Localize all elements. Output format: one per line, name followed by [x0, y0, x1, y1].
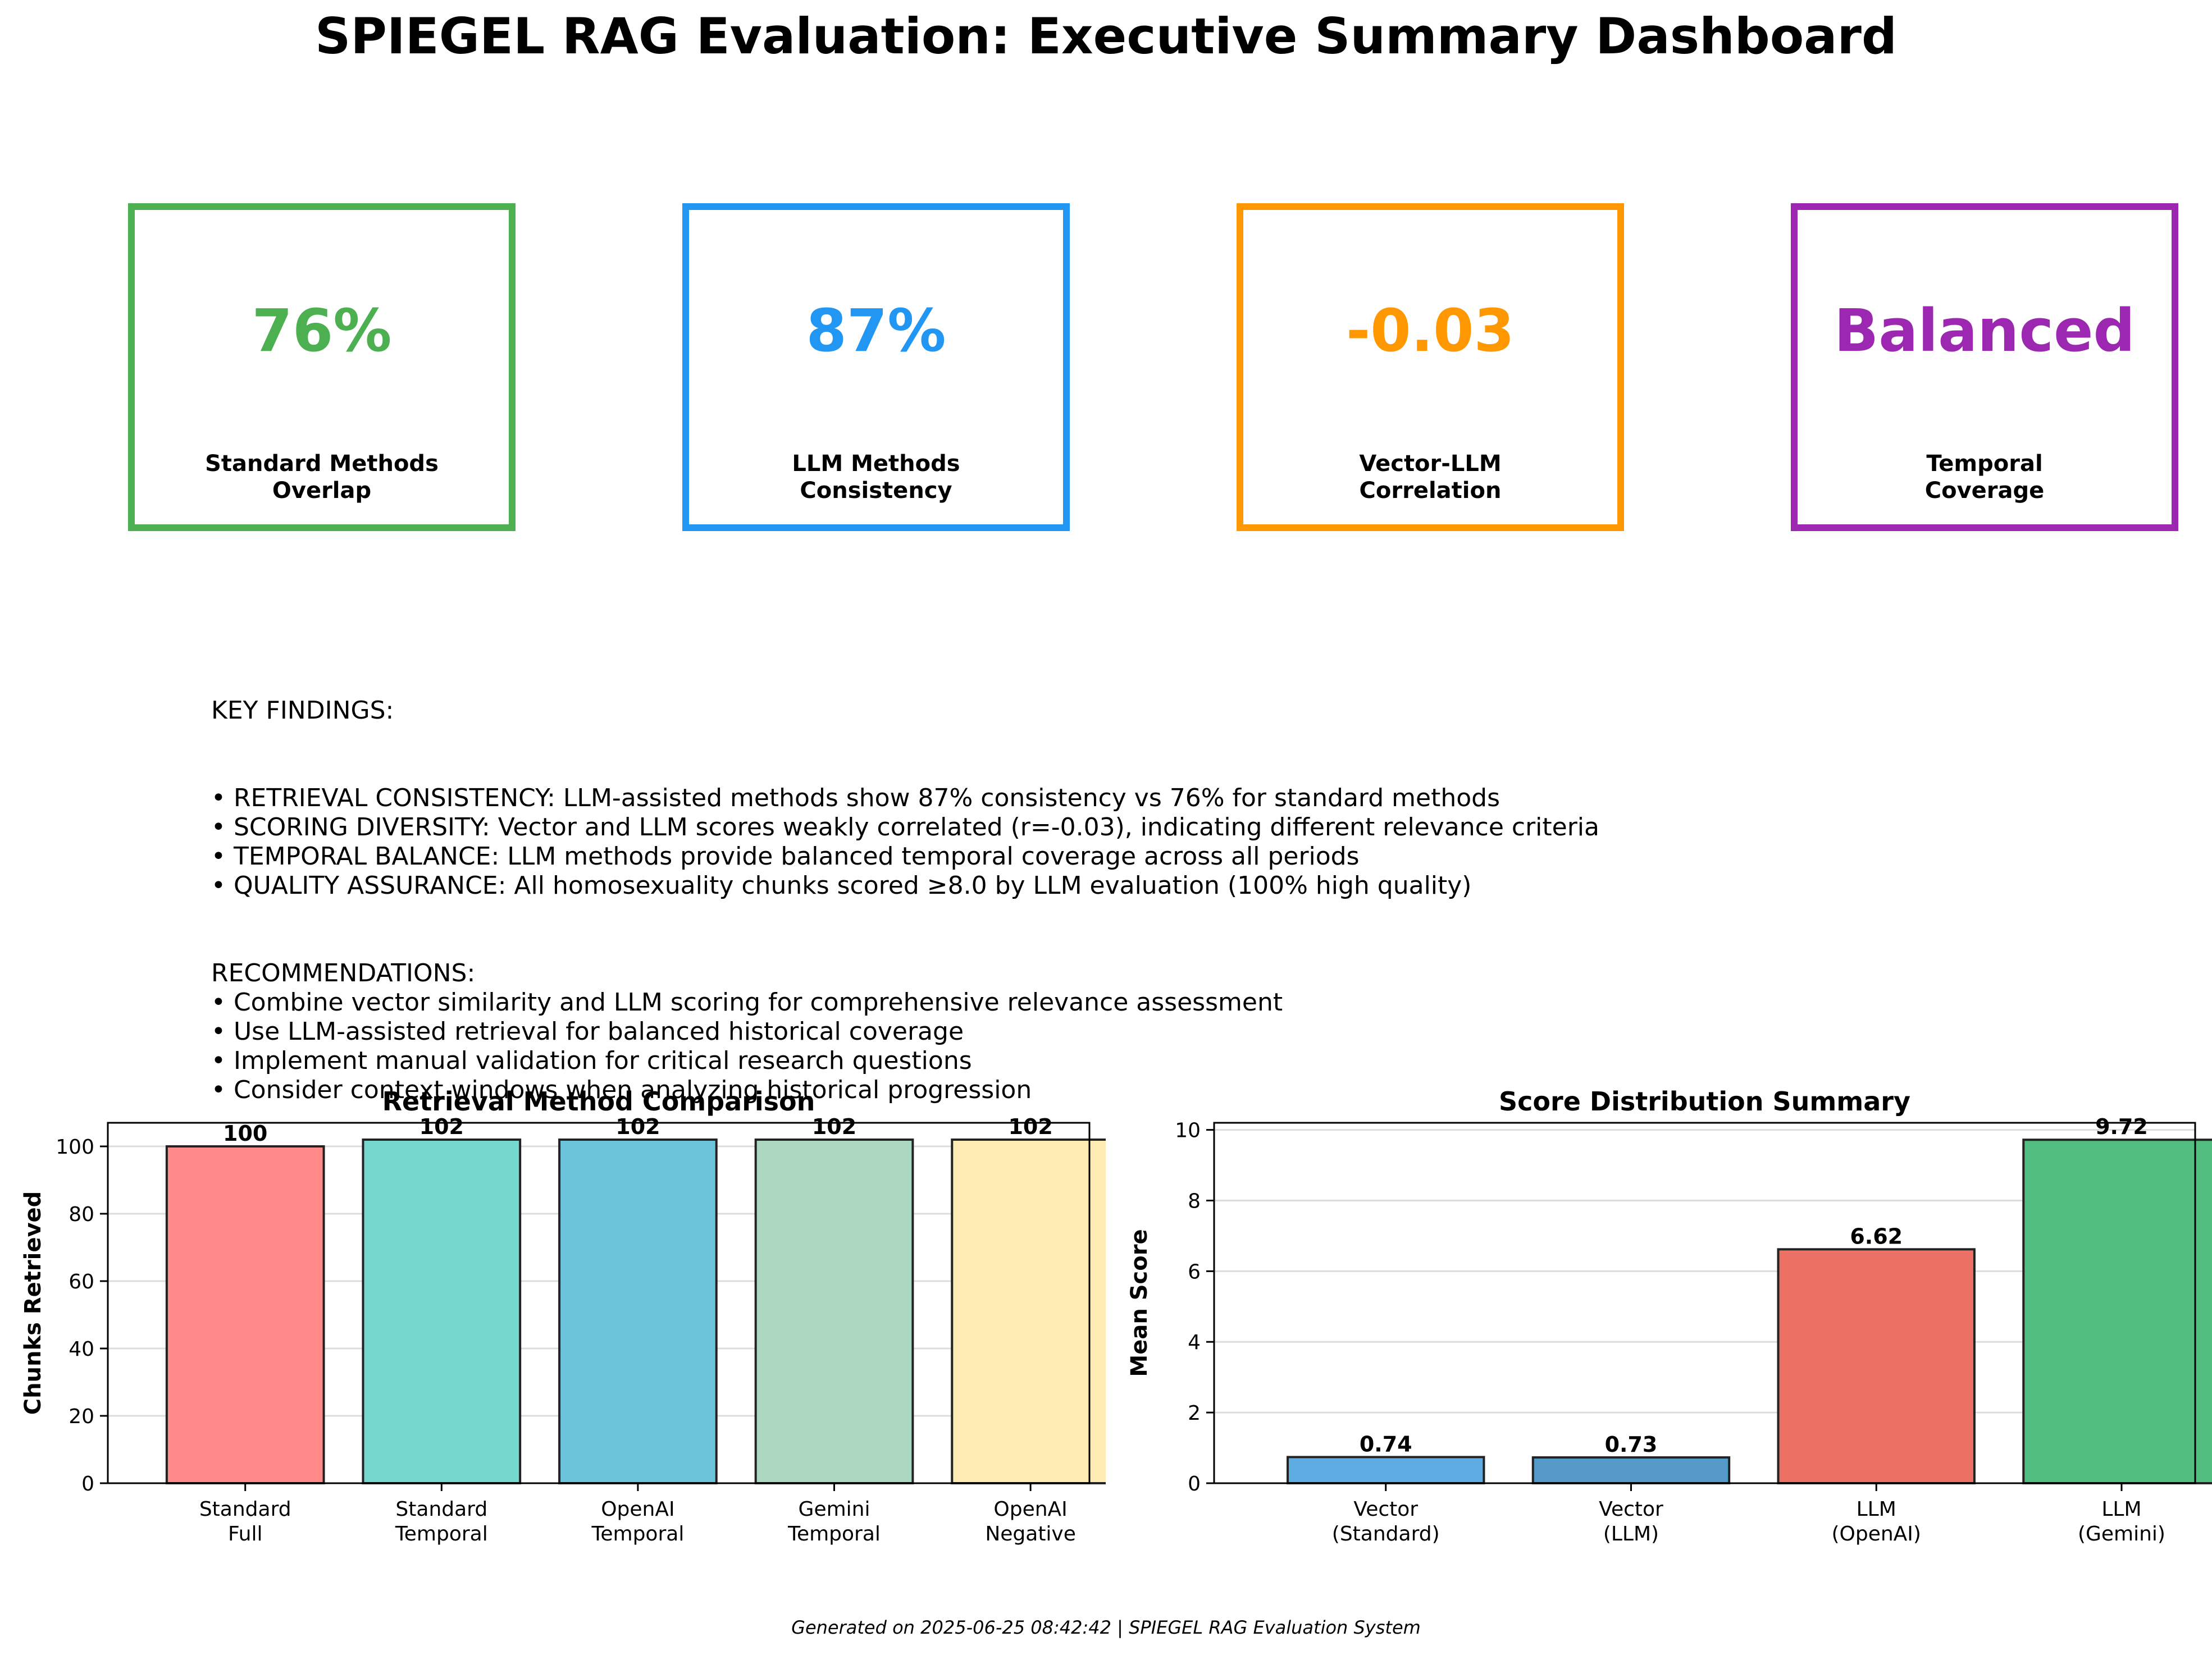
bar	[558, 1139, 718, 1484]
x-tick-label-line: (Gemini)	[2078, 1523, 2165, 1546]
bar	[362, 1139, 522, 1484]
y-tick-label: 0	[81, 1473, 94, 1496]
y-tick-label: 4	[1188, 1331, 1201, 1354]
findings-text: KEY FINDINGS: • RETRIEVAL CONSISTENCY: L…	[211, 696, 1599, 1105]
x-tick-label-line: OpenAI	[601, 1498, 674, 1521]
x-tick-label-line: (OpenAI)	[1831, 1523, 1921, 1546]
kpi-card-overlap: 76% Standard Methods Overlap	[128, 203, 516, 531]
x-tick-label: LLM (OpenAI)	[1831, 1498, 1921, 1546]
finding-item: • QUALITY ASSURANCE: All homosexuality c…	[211, 871, 1472, 900]
finding-item: • SCORING DIVERSITY: Vector and LLM scor…	[211, 813, 1599, 842]
bar-value-label: 0.73	[1605, 1432, 1658, 1457]
recommendations-heading: RECOMMENDATIONS:	[211, 959, 476, 987]
y-axis-label: Mean Score	[1126, 1229, 1152, 1377]
x-tick-label: OpenAI Temporal	[591, 1498, 684, 1546]
bar-value-label: 102	[1008, 1114, 1052, 1139]
y-tick-label: 2	[1188, 1402, 1201, 1425]
x-tick-label-line: (LLM)	[1603, 1523, 1659, 1546]
y-tick-label: 60	[69, 1270, 94, 1293]
bar-value-label: 6.62	[1850, 1224, 1903, 1249]
x-tick-label: Standard Temporal	[395, 1498, 488, 1546]
kpi-value: 76%	[252, 296, 392, 365]
x-tick-label-line: Standard	[199, 1498, 291, 1521]
bar	[1531, 1456, 1731, 1484]
y-axis-label: Chunks Retrieved	[20, 1191, 46, 1415]
y-tick-label: 0	[1188, 1473, 1201, 1496]
bar-value-label: 9.72	[2095, 1114, 2148, 1139]
kpi-label: LLM Methods Consistency	[792, 451, 960, 504]
bar-value-label: 102	[615, 1114, 660, 1139]
bar	[754, 1139, 914, 1484]
y-tick-label: 8	[1188, 1190, 1201, 1213]
x-tick-label-line: Negative	[985, 1523, 1076, 1546]
y-tick-label: 100	[56, 1136, 94, 1159]
bar	[951, 1139, 1106, 1484]
recommendation-item: • Combine vector similarity and LLM scor…	[211, 988, 1283, 1017]
plot-frame	[1213, 1122, 2196, 1484]
x-tick-label-line: Vector	[1599, 1498, 1663, 1521]
bar	[1777, 1248, 1976, 1484]
x-tick-label: Standard Full	[199, 1498, 291, 1546]
chart-title: Retrieval Method Comparison	[382, 1086, 815, 1117]
x-tick-label-line: Standard	[395, 1498, 487, 1521]
y-tick-label: 10	[1175, 1119, 1201, 1142]
recommendation-item: • Use LLM-assisted retrieval for balance…	[211, 1017, 964, 1046]
kpi-label: Temporal Coverage	[1924, 451, 2045, 504]
x-tick-label: Gemini Temporal	[787, 1498, 881, 1546]
x-tick-label-line: LLM	[2101, 1498, 2141, 1521]
x-tick-label: OpenAI Negative	[985, 1498, 1076, 1546]
dashboard-title: SPIEGEL RAG Evaluation: Executive Summar…	[315, 7, 1897, 65]
kpi-card-temporal: Balanced Temporal Coverage	[1791, 203, 2178, 531]
x-tick-label-line: Temporal	[395, 1523, 488, 1546]
y-tick-label: 6	[1188, 1260, 1201, 1283]
x-tick-label-line: Vector	[1353, 1498, 1418, 1521]
x-tick-label: Vector (LLM)	[1599, 1498, 1663, 1546]
x-tick-label: LLM (Gemini)	[2078, 1498, 2165, 1546]
y-tick-label: 80	[69, 1203, 94, 1226]
bar	[2022, 1139, 2212, 1484]
findings-heading: KEY FINDINGS:	[211, 696, 394, 725]
y-tick-label: 20	[69, 1405, 94, 1428]
score-distribution-chart: Score Distribution Summary 0 2 4 6 8 10 0.74 Vec…	[1126, 1086, 2212, 1546]
bar-value-label: 100	[223, 1121, 267, 1146]
bar	[165, 1145, 325, 1484]
kpi-card-consistency: 87% LLM Methods Consistency	[682, 203, 1070, 531]
x-tick-label-line: Temporal	[787, 1523, 881, 1546]
y-tick-label: 40	[69, 1338, 94, 1361]
footer-note: Generated on 2025-06-25 08:42:42 | SPIEG…	[791, 1617, 1421, 1638]
x-tick-label-line: (Standard)	[1332, 1523, 1440, 1546]
plot-frame	[107, 1122, 1091, 1484]
bar-value-label: 102	[419, 1114, 464, 1139]
x-tick-label-line: Full	[228, 1523, 263, 1546]
kpi-value: -0.03	[1346, 296, 1515, 365]
kpi-value: Balanced	[1834, 296, 2135, 365]
kpi-label: Standard Methods Overlap	[205, 451, 439, 504]
bar	[1287, 1456, 1485, 1484]
finding-item: • RETRIEVAL CONSISTENCY: LLM-assisted me…	[211, 784, 1500, 812]
chart-title: Score Distribution Summary	[1499, 1086, 1910, 1117]
recommendation-item: • Consider context windows when analyzin…	[211, 1076, 1032, 1104]
x-tick-label-line: Temporal	[591, 1523, 684, 1546]
x-tick-label-line: OpenAI	[993, 1498, 1067, 1521]
x-tick-label-line: LLM	[1857, 1498, 1896, 1521]
finding-item: • TEMPORAL BALANCE: LLM methods provide …	[211, 842, 1360, 871]
retrieval-method-chart: Retrieval Method Comparison 0 20 40 60 80 100 1…	[20, 1086, 1106, 1546]
recommendation-item: • Implement manual validation for critic…	[211, 1046, 972, 1075]
kpi-card-correlation: -0.03 Vector-LLM Correlation	[1237, 203, 1624, 531]
x-tick-label-line: Gemini	[799, 1498, 870, 1521]
bar-value-label: 102	[812, 1114, 856, 1139]
bar-value-label: 0.74	[1360, 1432, 1412, 1456]
kpi-label: Vector-LLM Correlation	[1359, 451, 1502, 504]
x-tick-label: Vector (Standard)	[1332, 1498, 1440, 1546]
kpi-value: 87%	[806, 296, 946, 365]
